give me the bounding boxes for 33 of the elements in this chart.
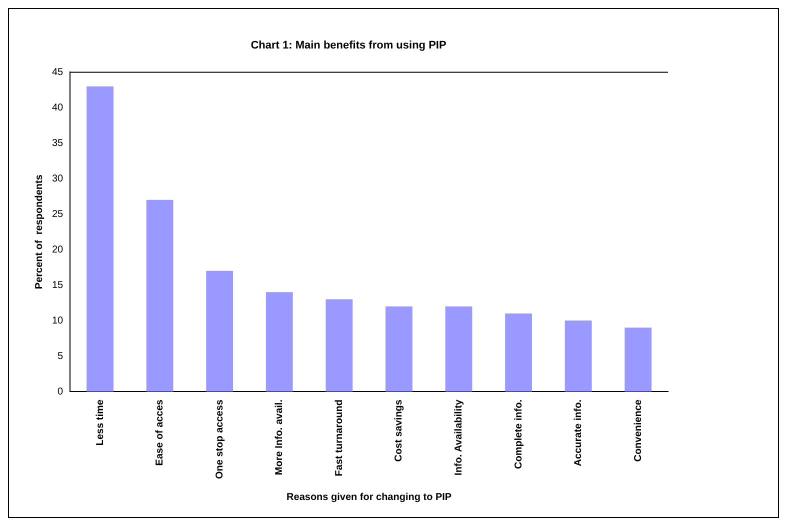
y-tick-label: 35 bbox=[52, 138, 64, 149]
y-tick-label: 20 bbox=[52, 244, 64, 256]
y-tick-label: 15 bbox=[52, 280, 64, 291]
bar bbox=[386, 306, 412, 392]
bar bbox=[505, 313, 532, 392]
bar bbox=[86, 86, 114, 392]
y-axis-title: Percent of respondents bbox=[34, 174, 45, 290]
x-tick-label: Info. Availability bbox=[453, 399, 464, 476]
y-tick-label: 10 bbox=[52, 315, 64, 326]
bar bbox=[266, 292, 293, 392]
y-tick-label: 5 bbox=[58, 350, 64, 362]
x-tick-label: One stop access bbox=[214, 399, 226, 479]
x-tick-label: Less time bbox=[94, 399, 106, 446]
bar bbox=[445, 306, 472, 392]
bar bbox=[564, 320, 592, 392]
bar bbox=[206, 270, 234, 392]
y-tick-label: 45 bbox=[52, 66, 64, 78]
x-tick-label: Complete info. bbox=[513, 399, 524, 469]
x-tick-label: Accurate info. bbox=[573, 399, 584, 466]
x-tick-label: Convenience bbox=[632, 399, 644, 462]
bar bbox=[624, 328, 652, 392]
bar bbox=[146, 200, 174, 392]
y-tick-label: 25 bbox=[52, 208, 64, 220]
bar bbox=[326, 299, 353, 392]
x-tick-label: Cost savings bbox=[394, 399, 405, 462]
x-tick-label: Fast turnaround bbox=[334, 400, 345, 476]
chart-title: Chart 1: Main benefits from using PIP bbox=[250, 40, 446, 52]
x-axis-title: Reasons given for changing to PIP bbox=[286, 492, 452, 503]
x-tick-label: More Info. avail. bbox=[274, 399, 286, 476]
x-tick-label: Ease of acces bbox=[154, 399, 166, 466]
y-tick-label: 0 bbox=[58, 386, 64, 398]
y-tick-label: 30 bbox=[52, 173, 64, 184]
y-tick-label: 40 bbox=[52, 102, 64, 114]
